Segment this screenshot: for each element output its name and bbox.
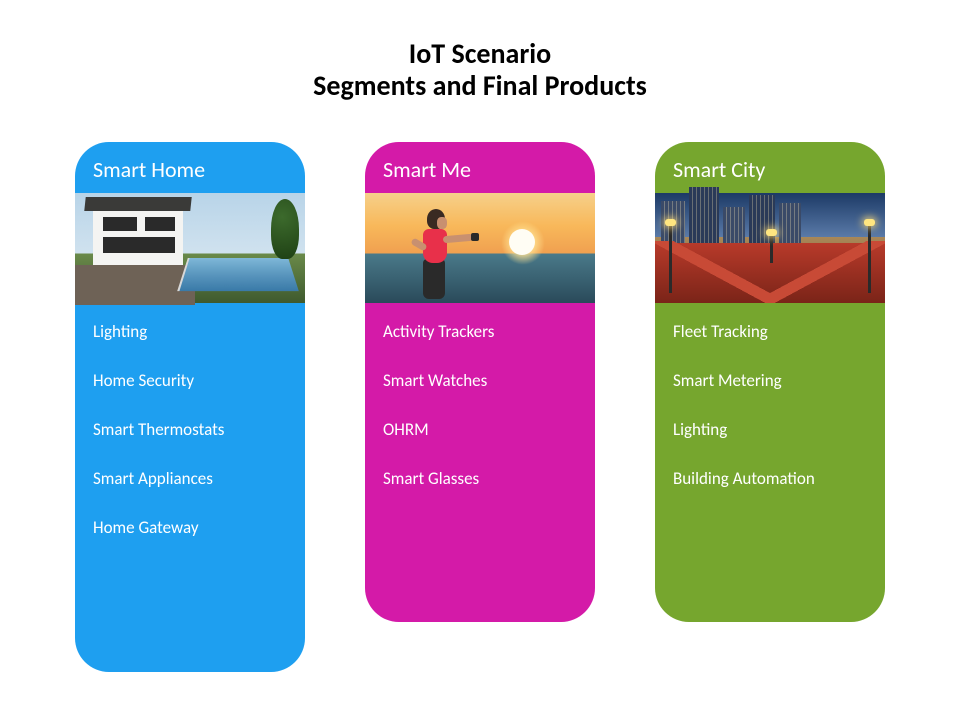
list-item: Smart Thermostats bbox=[93, 419, 287, 440]
city-skyline-image bbox=[655, 193, 885, 303]
list-item: Home Gateway bbox=[93, 517, 287, 538]
card-title: Smart City bbox=[655, 142, 885, 193]
house-pool-image bbox=[75, 193, 305, 303]
list-item: OHRM bbox=[383, 419, 577, 440]
list-item: Fleet Tracking bbox=[673, 321, 867, 342]
card-smart-city: Smart City Fleet Tracking Smart Metering… bbox=[655, 142, 885, 622]
cards-row: Smart Home Lighting Home Security Smart … bbox=[0, 142, 960, 672]
card-smart-home: Smart Home Lighting Home Security Smart … bbox=[75, 142, 305, 672]
card-items: Activity Trackers Smart Watches OHRM Sma… bbox=[365, 303, 595, 622]
list-item: Smart Metering bbox=[673, 370, 867, 391]
list-item: Building Automation bbox=[673, 468, 867, 489]
list-item: Smart Appliances bbox=[93, 468, 287, 489]
list-item: Smart Glasses bbox=[383, 468, 577, 489]
list-item: Lighting bbox=[673, 419, 867, 440]
card-items: Lighting Home Security Smart Thermostats… bbox=[75, 303, 305, 672]
page-title: IoT Scenario Segments and Final Products bbox=[0, 0, 960, 102]
title-line-2: Segments and Final Products bbox=[0, 70, 960, 102]
card-title: Smart Home bbox=[75, 142, 305, 193]
list-item: Lighting bbox=[93, 321, 287, 342]
card-items: Fleet Tracking Smart Metering Lighting B… bbox=[655, 303, 885, 622]
runner-wearable-image bbox=[365, 193, 595, 303]
card-title: Smart Me bbox=[365, 142, 595, 193]
list-item: Home Security bbox=[93, 370, 287, 391]
card-smart-me: Smart Me Activity Trackers Smart Watches… bbox=[365, 142, 595, 622]
list-item: Smart Watches bbox=[383, 370, 577, 391]
title-line-1: IoT Scenario bbox=[0, 38, 960, 70]
list-item: Activity Trackers bbox=[383, 321, 577, 342]
